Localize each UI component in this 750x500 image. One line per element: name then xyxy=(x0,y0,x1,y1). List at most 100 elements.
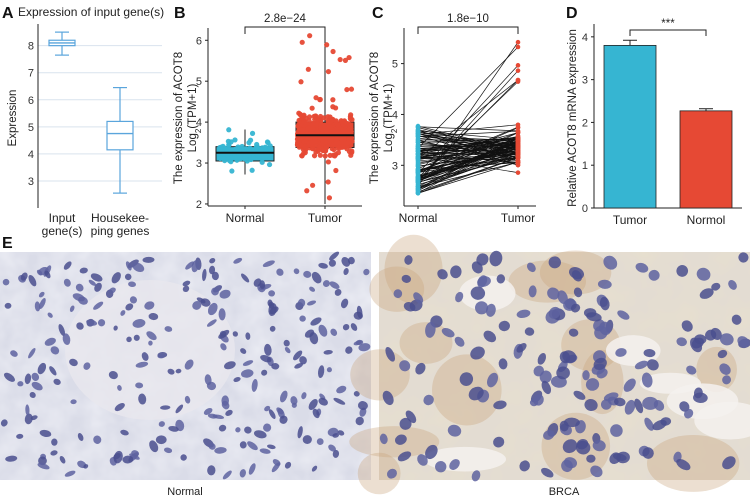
points-tumor xyxy=(294,33,355,201)
cell-nucleus xyxy=(333,397,346,405)
cell-nucleus xyxy=(358,343,371,352)
cell-nucleus xyxy=(573,287,583,298)
cell-nucleus xyxy=(175,404,184,414)
cell-nucleus xyxy=(0,419,8,427)
cell-nucleus xyxy=(548,256,561,269)
data-point xyxy=(305,135,311,141)
cell-nucleus xyxy=(220,343,227,351)
cell-nucleus xyxy=(573,390,586,400)
cell-nucleus xyxy=(58,324,66,336)
cell-nucleus xyxy=(279,390,288,403)
cell-nucleus xyxy=(332,449,340,458)
cell-nucleus xyxy=(31,381,43,391)
cell-nucleus xyxy=(302,435,312,445)
cell-nucleus xyxy=(600,399,612,410)
cell-nucleus xyxy=(676,337,687,347)
cell-nucleus xyxy=(516,343,527,353)
cell-nucleus xyxy=(94,282,102,292)
data-point xyxy=(339,143,345,150)
normal-point xyxy=(415,159,421,165)
y-tick-label: 3 xyxy=(582,75,588,87)
cell-nucleus xyxy=(69,305,75,312)
y-tick-label: 2 xyxy=(196,199,202,211)
cytoplasm-region xyxy=(646,434,740,492)
cytoplasm-region xyxy=(350,349,410,401)
cell-nucleus xyxy=(206,381,217,391)
pair-line xyxy=(417,135,519,147)
panel-d-ylabel: Relative ACOT8 mRNA expression xyxy=(567,29,579,207)
y-tick-label: 4 xyxy=(392,109,398,121)
cell-nucleus xyxy=(129,296,137,304)
y-tick-label: 4 xyxy=(196,117,202,129)
data-point xyxy=(228,155,234,161)
cell-nucleus xyxy=(541,467,554,478)
cell-nucleus xyxy=(332,433,340,438)
cell-nucleus xyxy=(470,286,486,300)
data-point xyxy=(320,136,326,143)
cell-nucleus xyxy=(268,290,276,297)
cell-nucleus xyxy=(79,267,88,274)
cell-nucleus xyxy=(696,267,711,281)
cell-nucleus xyxy=(423,394,434,406)
cell-nucleus xyxy=(737,336,750,348)
cell-nucleus xyxy=(299,356,307,365)
tumor-point xyxy=(515,125,521,131)
cell-nucleus xyxy=(597,279,612,289)
cell-nucleus xyxy=(612,453,627,461)
data-point xyxy=(335,129,342,135)
pair-line xyxy=(417,161,519,188)
cell-nucleus xyxy=(570,303,581,313)
p-value-label: 2.8e−24 xyxy=(264,13,306,25)
data-point xyxy=(330,152,337,158)
tumor-point xyxy=(515,159,521,165)
tumor-point xyxy=(515,145,521,151)
data-point xyxy=(346,126,353,132)
cell-nucleus xyxy=(149,440,159,453)
cell-nucleus xyxy=(363,268,370,276)
data-point xyxy=(310,182,316,188)
cell-nucleus xyxy=(83,362,91,370)
category-label: Housekee- xyxy=(91,211,149,225)
cell-nucleus xyxy=(97,319,106,327)
cell-nucleus xyxy=(610,424,623,437)
cell-nucleus xyxy=(125,261,132,271)
cell-nucleus xyxy=(316,438,324,445)
cell-nucleus xyxy=(415,362,426,375)
data-point xyxy=(329,145,335,152)
data-point xyxy=(222,157,228,164)
cell-nucleus xyxy=(485,303,496,317)
category-label: Normol xyxy=(687,213,726,227)
cell-nucleus xyxy=(120,310,126,316)
cell-nucleus xyxy=(519,460,530,472)
cell-nucleus xyxy=(209,257,216,264)
y-tick-label: 3 xyxy=(196,158,202,170)
cell-nucleus xyxy=(135,361,149,368)
cell-nucleus xyxy=(268,303,277,317)
y-tick-label: 6 xyxy=(28,95,34,107)
pair-line xyxy=(417,141,519,182)
cell-nucleus xyxy=(284,461,292,469)
data-point xyxy=(298,79,304,85)
data-point xyxy=(334,122,341,128)
cell-nucleus xyxy=(251,378,258,392)
cell-nucleus xyxy=(307,300,317,306)
cell-nucleus xyxy=(526,262,536,273)
cell-nucleus xyxy=(719,333,734,346)
cell-nucleus xyxy=(323,349,333,355)
cell-nucleus xyxy=(271,363,280,370)
panel-a-ylabel: Expression xyxy=(7,90,19,147)
pair-line xyxy=(417,46,519,149)
cell-nucleus xyxy=(441,327,455,338)
cell-nucleus xyxy=(340,298,349,309)
cell-nucleus xyxy=(455,291,464,303)
cell-nucleus xyxy=(345,346,353,354)
cell-nucleus xyxy=(108,371,118,380)
cell-nucleus xyxy=(293,268,300,275)
cell-nucleus xyxy=(547,287,560,300)
cell-nucleus xyxy=(168,426,179,432)
cell-nucleus xyxy=(728,279,737,290)
cell-nucleus xyxy=(17,381,24,387)
data-point xyxy=(259,159,265,165)
